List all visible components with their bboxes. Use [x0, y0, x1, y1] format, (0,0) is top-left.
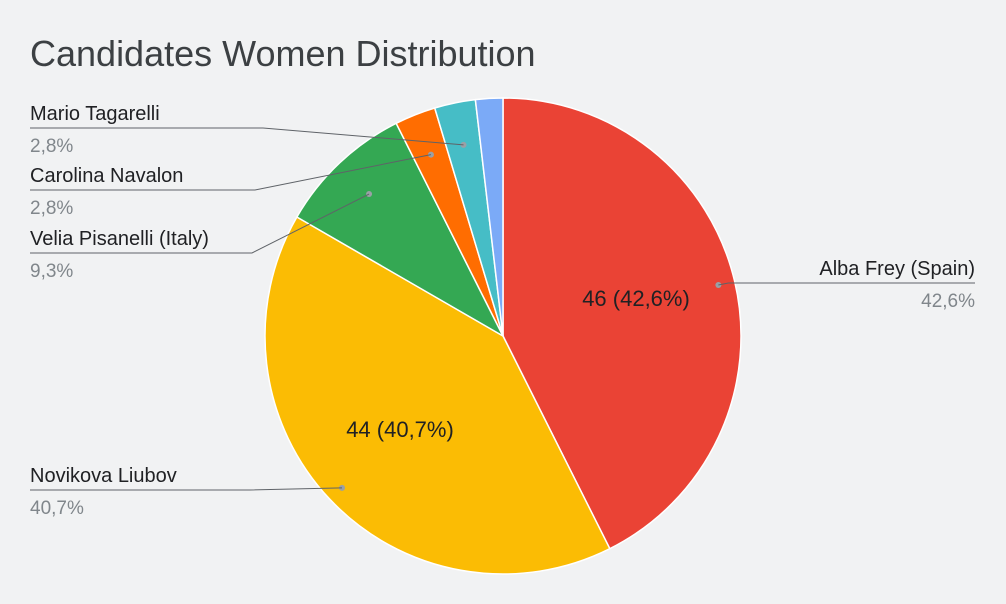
callout-percent: 2,8%: [30, 136, 73, 157]
callout-line: [30, 487, 343, 491]
callout-name: Novikova Liubov: [30, 465, 177, 487]
callout-name: Mario Tagarelli: [30, 103, 160, 125]
pie-slice[interactable]: [474, 97, 504, 337]
callout-line: [30, 193, 370, 254]
callout-line: [30, 154, 432, 191]
callout-percent: 9,3%: [30, 261, 73, 282]
callout-line: [718, 282, 975, 286]
callout-line: [30, 127, 464, 146]
pie-slice[interactable]: [502, 97, 742, 550]
callout-percent: 42,6%: [921, 291, 975, 312]
callout-percent: 40,7%: [30, 498, 84, 519]
pie-slices: 46 (42,6%) 44 (40,7%): [264, 97, 742, 575]
slice-data-label: 44 (40,7%): [346, 417, 454, 442]
chart-title: Candidates Women Distribution: [30, 33, 536, 74]
callout-name: Velia Pisanelli (Italy): [30, 228, 209, 250]
slice-data-label: 46 (42,6%): [582, 286, 690, 311]
pie-callouts: Alba Frey (Spain) 42,6% Novikova Liubov 40,…: [30, 103, 975, 519]
pie-slice[interactable]: [264, 215, 611, 575]
callout-name: Alba Frey (Spain): [819, 258, 975, 280]
callout-name: Carolina Navalon: [30, 165, 183, 187]
pie-slice[interactable]: [295, 122, 505, 338]
callout-percent: 2,8%: [30, 198, 73, 219]
